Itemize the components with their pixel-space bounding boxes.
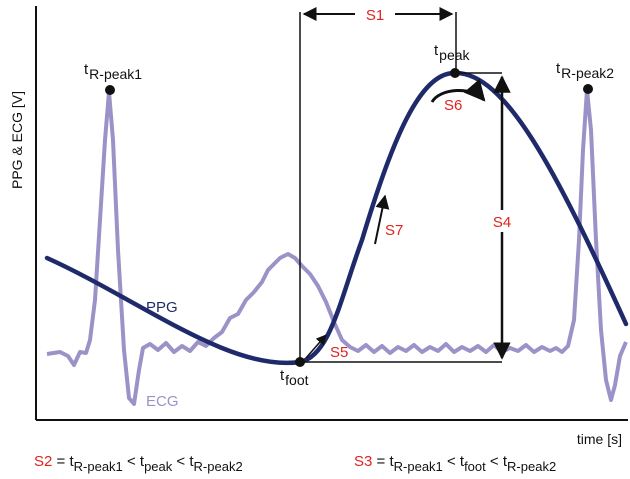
r-peak1-label: tR-peak1 [84, 61, 142, 82]
s5-label: S5 [330, 344, 348, 361]
s4-label: S4 [493, 214, 511, 231]
y-axis-label: PPG & ECG [V] [9, 91, 25, 189]
foot-label: tfoot [280, 367, 309, 388]
peak-label: tpeak [434, 42, 471, 63]
s4-label-bg [490, 210, 514, 232]
r-peak1-marker [105, 85, 115, 95]
s1-label-bg [355, 4, 395, 24]
s2-formula: S2 = tR-peak1 < tpeak < tR-peak2 [34, 453, 243, 474]
x-axis-label: time [s] [577, 431, 622, 447]
s6-label: S6 [444, 97, 462, 114]
ppg-peak-marker [450, 68, 460, 78]
s5-arrow [305, 334, 327, 359]
r-peak2-label: tR-peak2 [556, 60, 614, 81]
ppg-label: PPG [146, 299, 178, 316]
s7-label: S7 [385, 222, 403, 239]
ppg-trace [44, 70, 629, 366]
r-peak2-marker [583, 84, 593, 94]
s3-formula: S3 = tR-peak1 < tfoot < tR-peak2 [354, 453, 556, 474]
ecg-label: ECG [146, 393, 179, 410]
s6-arrow [430, 78, 486, 103]
ppg-foot-marker [295, 357, 305, 367]
s1-label: S1 [366, 7, 384, 24]
s7-arrow [374, 194, 390, 245]
